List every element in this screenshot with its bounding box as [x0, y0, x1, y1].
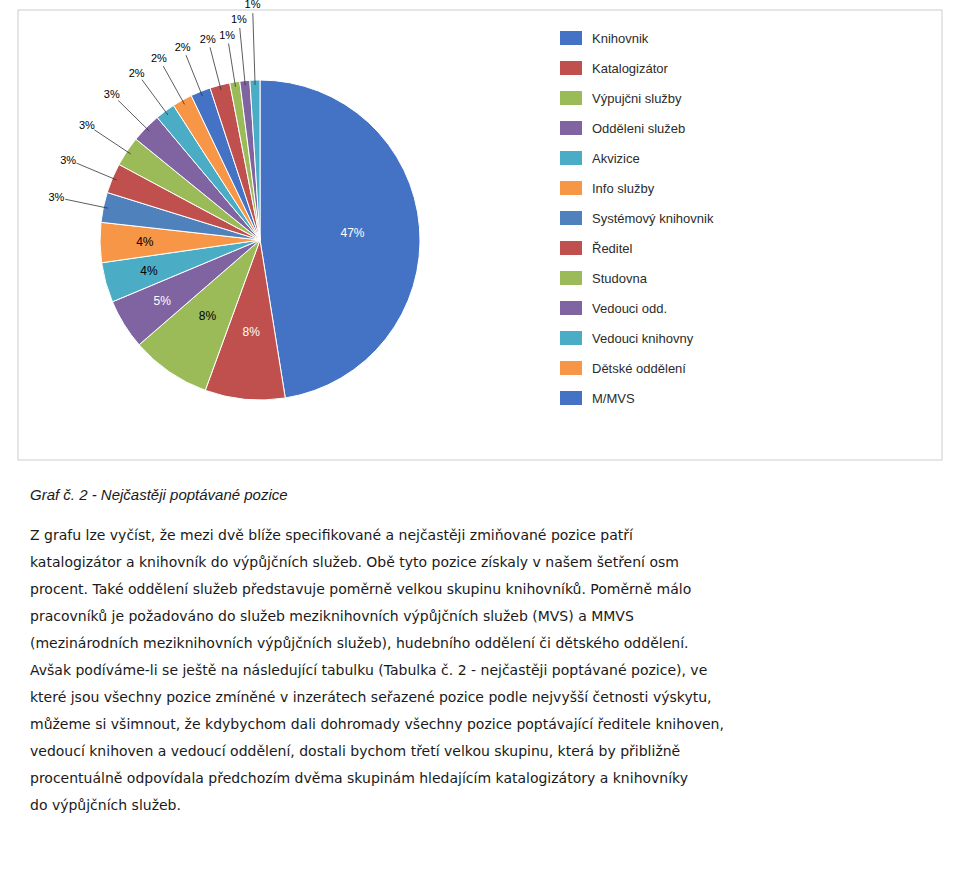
annotation: procent. Také oddělení služeb představuj… — [30, 581, 691, 597]
title: Graf č. 2 - Nejčastěji poptávané pozice — [30, 486, 288, 503]
annotation: které jsou všechny pozice zmíněné v inze… — [30, 689, 712, 705]
legend-item: M/MVS — [560, 391, 635, 406]
leader-line — [210, 47, 221, 89]
leader-line — [76, 163, 116, 180]
pie — [100, 80, 420, 400]
legend-swatch — [560, 61, 582, 75]
legend-label: Systémový knihovnik — [592, 211, 714, 226]
legend-swatch — [560, 271, 582, 285]
data-label: 3% — [104, 88, 120, 100]
annotation: (mezinárodních meziknihovních výpůjčních… — [30, 635, 688, 651]
data-label: 4% — [136, 235, 154, 249]
data-label: 2% — [200, 33, 216, 45]
annotation: do výpůjčních služeb. — [30, 797, 181, 813]
legend-swatch — [560, 91, 582, 105]
legend-label: Studovna — [592, 271, 648, 286]
pie-slice — [250, 80, 260, 240]
annotation: Avšak podíváme-li se ještě na následujíc… — [30, 662, 707, 678]
data-label: 47% — [340, 226, 364, 240]
leader-line — [65, 199, 108, 208]
chart: 47%8%8%5%4%4%3%3%3%3%2%2%2%2%1%1%1%Kniho… — [0, 0, 960, 872]
annotation: katalogizátor a knihovník do výpůjčních … — [30, 554, 679, 570]
data-label: 3% — [60, 154, 76, 166]
legend-item: Systémový knihovnik — [560, 211, 714, 226]
legend-item: Studovna — [560, 271, 648, 286]
pie-slice — [240, 80, 260, 240]
data-label: 8% — [243, 325, 261, 339]
legend-swatch — [560, 301, 582, 315]
legend-item: Výpujčni služby — [560, 91, 682, 106]
annotation: pracovníků je požadováno do služeb mezik… — [30, 608, 634, 624]
data-label: 3% — [48, 191, 64, 203]
legend-item: Dětské oddělení — [560, 361, 686, 376]
legend-item: Knihovnik — [560, 31, 649, 46]
leader-line — [142, 80, 168, 115]
data-label: 2% — [129, 67, 145, 79]
legend: Knihovnik Katalogizátor Výpujčni služby Odd… — [560, 31, 714, 406]
annotation: můžeme si všimnout, že kdybychom dali do… — [30, 716, 724, 732]
legend-swatch — [560, 211, 582, 225]
legend-label: Vedouci odd. — [592, 301, 667, 316]
pie-slice — [260, 80, 420, 398]
legend-item: Katalogizátor — [560, 61, 669, 76]
annotation: vedoucí knihoven a vedoucí oddělení, dos… — [30, 743, 680, 759]
data-label: 4% — [140, 264, 158, 278]
legend-swatch — [560, 331, 582, 345]
legend-item: Ředitel — [560, 241, 633, 256]
legend-swatch — [560, 151, 582, 165]
leader-line — [163, 66, 184, 104]
data-label: 2% — [151, 52, 167, 64]
data-labels: 47%8%8%5%4%4%3%3%3%3%2%2%2%2%1%1%1% — [48, 0, 364, 339]
annotation: Z grafu lze vyčíst, že mezi dvě blíže sp… — [30, 527, 634, 543]
body-text: Z grafu lze vyčíst, že mezi dvě blíže sp… — [30, 527, 724, 813]
legend-label: Knihovnik — [592, 31, 649, 46]
legend-label: Vedouci knihovny — [592, 331, 694, 346]
data-label: 1% — [231, 13, 247, 25]
leader-line — [118, 100, 149, 131]
data-label: 5% — [153, 294, 171, 308]
legend-swatch — [560, 391, 582, 405]
data-label: 3% — [79, 119, 95, 131]
legend-swatch — [560, 361, 582, 375]
legend-label: Výpujčni služby — [592, 91, 682, 106]
legend-label: Katalogizátor — [592, 61, 669, 76]
data-label: 1% — [219, 29, 235, 41]
data-label: 2% — [175, 41, 191, 53]
leader-line — [94, 130, 130, 154]
legend-swatch — [560, 31, 582, 45]
legend-item: Vedouci knihovny — [560, 331, 694, 346]
data-label: 1% — [245, 0, 261, 10]
legend-swatch — [560, 121, 582, 135]
legend-item: Vedouci odd. — [560, 301, 667, 316]
leader-line — [240, 28, 245, 86]
legend-label: M/MVS — [592, 391, 635, 406]
legend-swatch — [560, 241, 582, 255]
legend-label: Odděleni služeb — [592, 121, 685, 136]
legend-swatch — [560, 181, 582, 195]
data-label: 8% — [199, 309, 217, 323]
legend-label: Info služby — [592, 181, 655, 196]
chart-box — [18, 10, 942, 460]
legend-label: Dětské oddělení — [592, 361, 686, 376]
leader-line — [253, 13, 255, 85]
legend-item: Odděleni služeb — [560, 121, 685, 136]
legend-label: Akvizice — [592, 151, 640, 166]
leader-line — [229, 43, 236, 86]
legend-item: Akvizice — [560, 151, 640, 166]
annotation: procentuálně odpovídala předchozím dvěma… — [30, 770, 688, 786]
leader-line — [186, 55, 202, 96]
legend-label: Ředitel — [592, 241, 633, 256]
legend-item: Info služby — [560, 181, 655, 196]
